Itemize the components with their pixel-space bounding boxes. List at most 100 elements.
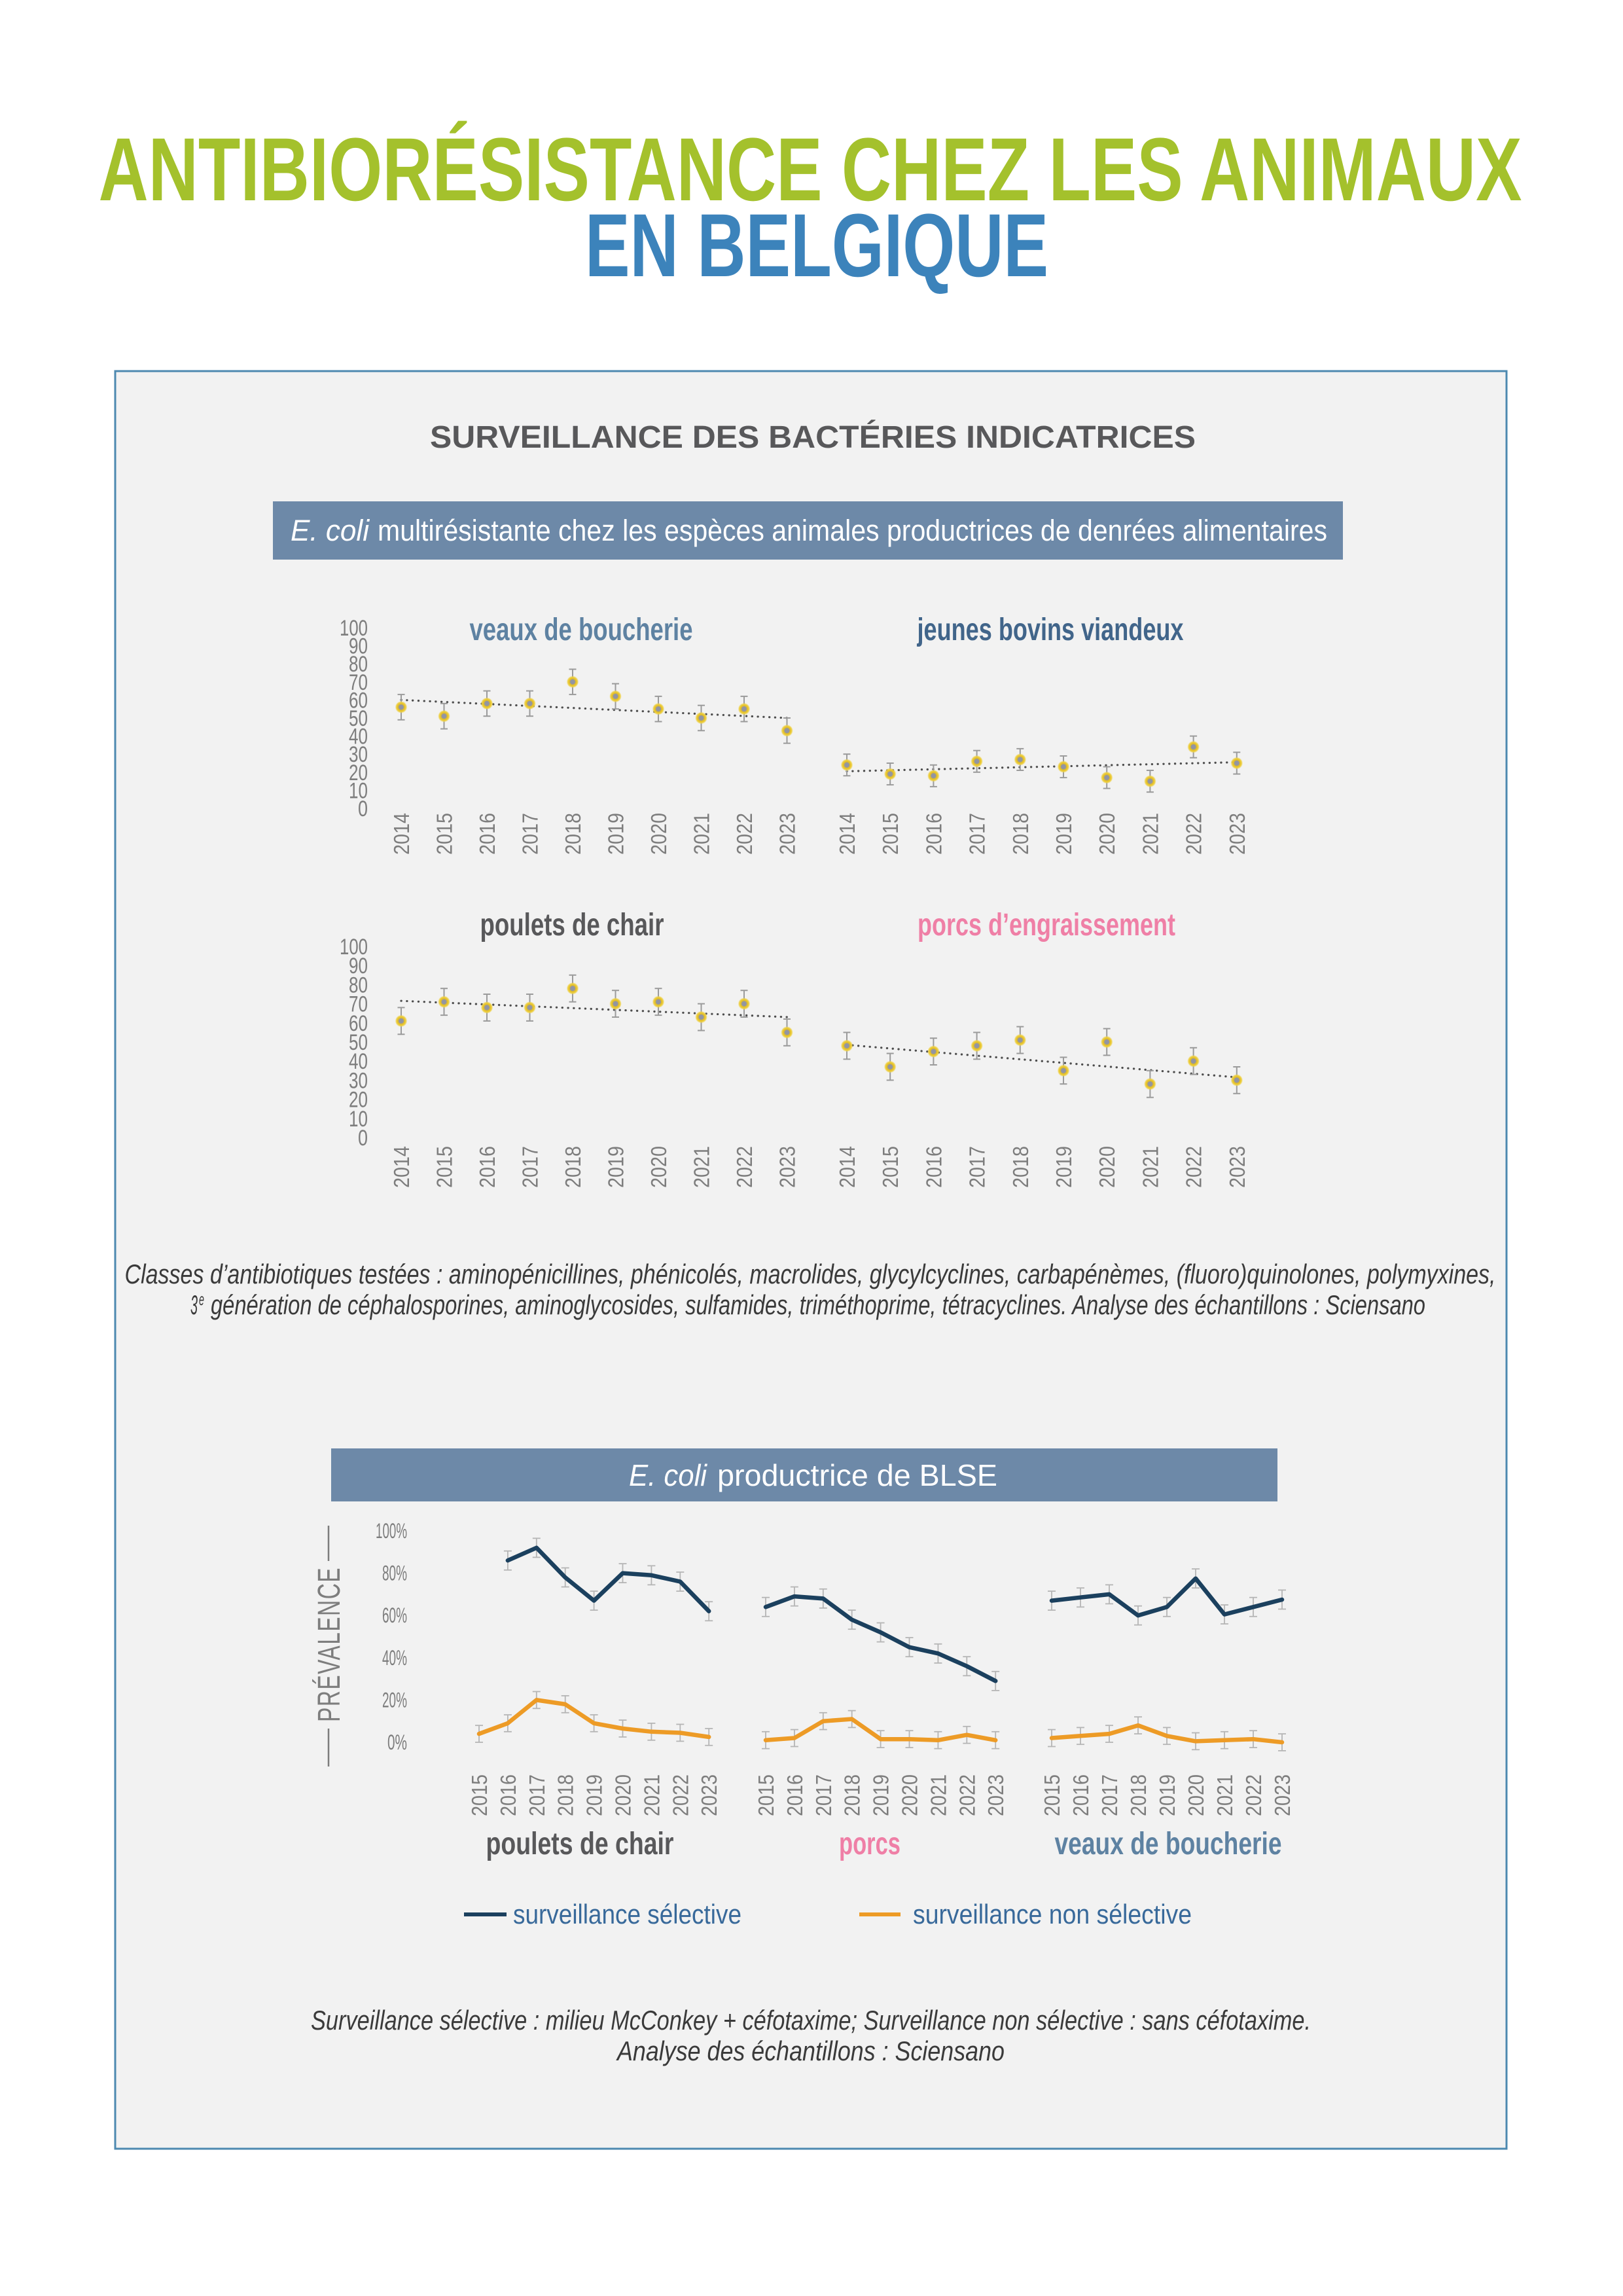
svg-text:30: 30 (349, 1068, 368, 1093)
svg-text:2019: 2019 (1052, 813, 1076, 855)
svg-text:2023: 2023 (1225, 1146, 1249, 1188)
svg-text:2022: 2022 (732, 1146, 757, 1188)
svg-text:40: 40 (349, 725, 368, 749)
svg-text:2023: 2023 (697, 1774, 721, 1816)
svg-text:2020: 2020 (898, 1774, 922, 1816)
svg-text:génération de céphalosporines,: génération de céphalosporines, aminoglyc… (211, 1289, 1425, 1320)
svg-text:2017: 2017 (965, 813, 990, 855)
svg-text:2022: 2022 (668, 1774, 692, 1816)
svg-text:2015: 2015 (754, 1774, 778, 1816)
svg-text:0: 0 (358, 797, 368, 821)
svg-text:2015: 2015 (878, 813, 902, 855)
svg-text:90: 90 (349, 634, 368, 659)
svg-text:40: 40 (349, 1049, 368, 1074)
svg-text:2015: 2015 (1040, 1774, 1064, 1816)
svg-text:2016: 2016 (783, 1774, 807, 1816)
svg-text:2021: 2021 (1138, 1146, 1162, 1188)
svg-text:multirésistante chez les espèc: multirésistante chez les espèces animale… (378, 514, 1327, 547)
svg-text:30: 30 (349, 742, 368, 767)
svg-text:2020: 2020 (647, 813, 671, 855)
svg-text:porcs: porcs (839, 1827, 901, 1861)
svg-text:Classes d’antibiotiques testée: Classes d’antibiotiques testées : aminop… (125, 1259, 1496, 1289)
svg-text:veaux de boucherie: veaux de boucherie (470, 613, 693, 647)
svg-text:90: 90 (349, 954, 368, 978)
svg-text:2020: 2020 (1095, 1146, 1119, 1188)
svg-text:2017: 2017 (518, 1146, 543, 1188)
svg-text:2016: 2016 (921, 1146, 946, 1188)
svg-text:surveillance sélective: surveillance sélective (513, 1899, 741, 1929)
svg-text:Analyse des échantillons : Sci: Analyse des échantillons : Sciensano (615, 2036, 1005, 2066)
svg-text:40%: 40% (382, 1646, 407, 1670)
svg-text:10: 10 (349, 778, 368, 803)
svg-text:2019: 2019 (604, 1146, 628, 1188)
svg-text:2023: 2023 (1270, 1774, 1294, 1816)
svg-text:2019: 2019 (582, 1774, 607, 1816)
svg-text:2023: 2023 (776, 813, 800, 855)
svg-text:2014: 2014 (835, 1146, 859, 1188)
svg-text:2023: 2023 (776, 1146, 800, 1188)
svg-text:2017: 2017 (965, 1146, 990, 1188)
svg-text:2016: 2016 (475, 813, 499, 855)
svg-text:2017: 2017 (812, 1774, 836, 1816)
svg-text:E. coli: E. coli (291, 514, 370, 547)
svg-text:2019: 2019 (1052, 1146, 1076, 1188)
svg-text:jeunes bovins viandeux: jeunes bovins viandeux (917, 613, 1184, 647)
svg-text:2019: 2019 (869, 1774, 893, 1816)
svg-text:2018: 2018 (1008, 813, 1033, 855)
svg-text:poulets de chair: poulets de chair (486, 1827, 674, 1861)
svg-text:2021: 2021 (1138, 813, 1162, 855)
svg-text:Surveillance sélective : milie: Surveillance sélective : milieu McConkey… (311, 2005, 1311, 2036)
svg-text:80%: 80% (382, 1562, 407, 1585)
svg-text:20%: 20% (382, 1688, 407, 1712)
svg-text:2015: 2015 (433, 813, 457, 855)
svg-text:100: 100 (340, 616, 368, 641)
svg-text:80: 80 (349, 973, 368, 997)
svg-text:2021: 2021 (690, 813, 714, 855)
svg-text:porcs d’engraissement: porcs d’engraissement (918, 908, 1175, 942)
svg-text:2018: 2018 (561, 813, 585, 855)
svg-text:2019: 2019 (604, 813, 628, 855)
svg-text:2014: 2014 (835, 813, 859, 855)
svg-text:2023: 2023 (1225, 813, 1249, 855)
svg-text:EN BELGIQUE: EN BELGIQUE (585, 196, 1048, 296)
svg-text:2015: 2015 (878, 1146, 902, 1188)
svg-text:2018: 2018 (561, 1146, 585, 1188)
svg-text:2018: 2018 (1008, 1146, 1033, 1188)
svg-text:2020: 2020 (611, 1774, 635, 1816)
svg-text:PRÉVALENCE: PRÉVALENCE (312, 1567, 347, 1722)
svg-text:2016: 2016 (496, 1774, 520, 1816)
svg-text:2021: 2021 (639, 1774, 664, 1816)
svg-text:2016: 2016 (1069, 1774, 1093, 1816)
svg-text:0%: 0% (387, 1731, 407, 1754)
svg-text:60%: 60% (382, 1604, 407, 1627)
svg-text:2019: 2019 (1155, 1774, 1179, 1816)
svg-text:2014: 2014 (389, 1146, 414, 1188)
svg-text:2018: 2018 (1126, 1774, 1150, 1816)
svg-text:60: 60 (349, 688, 368, 713)
svg-text:20: 20 (349, 1088, 368, 1113)
svg-text:20: 20 (349, 761, 368, 785)
svg-text:2020: 2020 (1184, 1774, 1208, 1816)
svg-text:2022: 2022 (732, 813, 757, 855)
svg-text:2016: 2016 (921, 813, 946, 855)
svg-text:2020: 2020 (647, 1146, 671, 1188)
svg-text:2018: 2018 (554, 1774, 578, 1816)
svg-text:100: 100 (340, 935, 368, 960)
svg-text:0: 0 (358, 1126, 368, 1151)
svg-text:10: 10 (349, 1107, 368, 1132)
svg-text:2021: 2021 (690, 1146, 714, 1188)
svg-text:2023: 2023 (984, 1774, 1008, 1816)
svg-text:60: 60 (349, 1011, 368, 1036)
svg-text:3: 3 (190, 1289, 198, 1320)
svg-text:veaux de boucherie: veaux de boucherie (1055, 1827, 1282, 1861)
svg-text:2017: 2017 (1097, 1774, 1122, 1816)
svg-text:e: e (199, 1289, 204, 1309)
svg-text:50: 50 (349, 706, 368, 731)
svg-text:2016: 2016 (475, 1146, 499, 1188)
svg-text:70: 70 (349, 992, 368, 1017)
svg-text:ANTIBIORÉSISTANCE CHEZ LES ANI: ANTIBIORÉSISTANCE CHEZ LES ANIMAUX (99, 120, 1522, 220)
svg-text:2021: 2021 (926, 1774, 950, 1816)
svg-text:poulets de chair: poulets de chair (480, 908, 664, 942)
svg-text:2015: 2015 (433, 1146, 457, 1188)
svg-text:2021: 2021 (1213, 1774, 1237, 1816)
